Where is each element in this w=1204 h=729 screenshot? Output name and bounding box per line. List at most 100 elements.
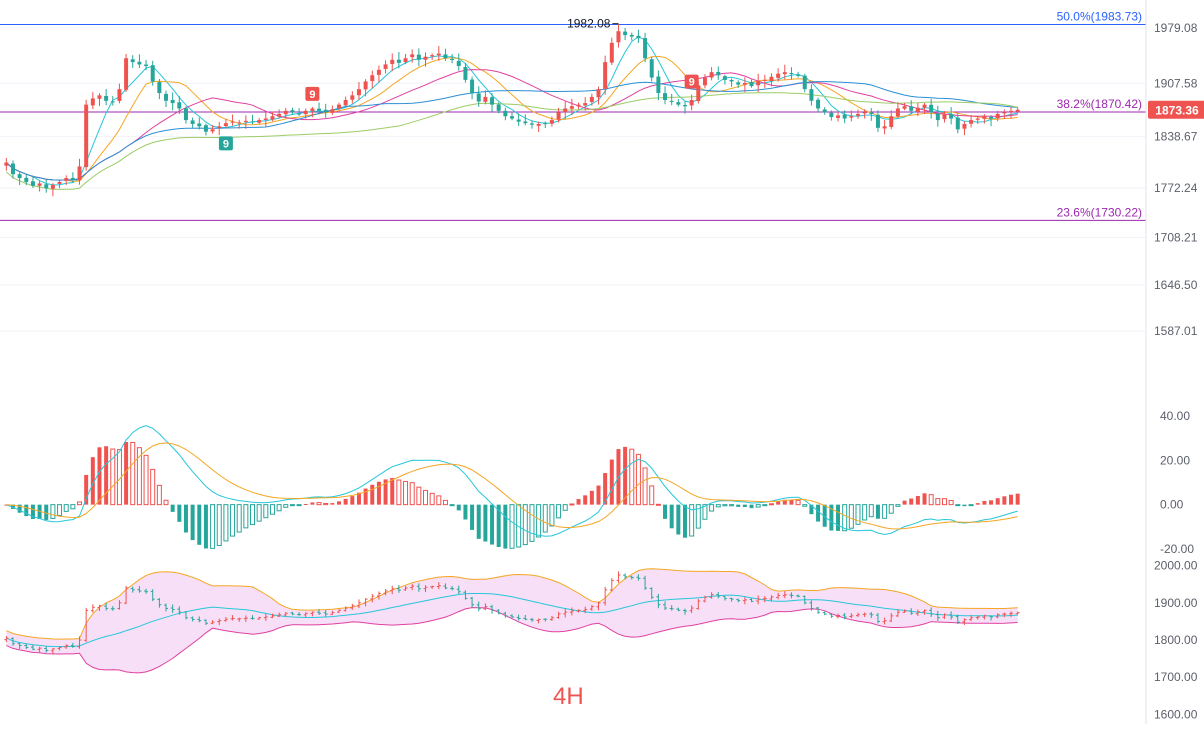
boll-y-tick-label: 1600.00	[1154, 707, 1198, 721]
macd-histogram-bar	[655, 503, 661, 506]
candle-body	[456, 60, 461, 66]
macd-histogram-bar	[822, 504, 827, 527]
last-price-label: 1873.36	[1155, 103, 1199, 117]
fib-level-label: 50.0%(1983.73)	[1057, 9, 1142, 23]
boll-y-tick-label: 2000.00	[1154, 559, 1198, 573]
boll-band-fill	[6, 568, 1018, 673]
candle-body	[736, 82, 741, 85]
macd-histogram-bar	[609, 459, 614, 505]
candle-body	[24, 177, 29, 182]
macd-histogram-bar	[143, 454, 149, 506]
candle-body	[197, 123, 202, 127]
macd-histogram-bar	[715, 504, 721, 508]
macd-histogram-bar	[323, 502, 329, 506]
macd-histogram-bar	[30, 504, 35, 519]
macd-histogram-bar	[989, 500, 994, 505]
candle-body	[77, 166, 82, 181]
candle-body	[124, 58, 129, 90]
candle-body	[270, 116, 275, 120]
candle-body	[290, 110, 295, 113]
candle-body	[816, 99, 821, 109]
macd-histogram-bar	[842, 504, 848, 532]
candle-body	[702, 77, 707, 86]
candle-body	[330, 109, 335, 113]
macd-histogram-bar	[975, 503, 980, 505]
candle-body	[476, 93, 481, 102]
macd-histogram-bar	[396, 479, 402, 506]
moving-average-layer	[5, 36, 1018, 190]
macd-histogram-bar	[243, 504, 249, 529]
macd-histogram-bar	[583, 495, 588, 505]
candle-body	[549, 120, 554, 124]
macd-histogram-bar	[909, 498, 914, 505]
macd-histogram-bar	[403, 480, 409, 506]
candle-body	[789, 72, 794, 74]
candle-body	[416, 54, 421, 60]
candle-body	[90, 98, 95, 106]
candle-body	[403, 58, 408, 63]
candle-body	[709, 72, 714, 78]
macd-dea-line	[6, 442, 1018, 530]
candle-body	[716, 71, 721, 76]
candle-body	[496, 104, 501, 111]
candle-body	[603, 62, 608, 89]
candle-body	[682, 104, 687, 107]
candle-body	[1015, 109, 1020, 112]
macd-histogram-bar	[490, 504, 495, 545]
macd-histogram-bar	[562, 504, 568, 511]
macd-histogram-bar	[223, 504, 229, 542]
macd-histogram-bar	[676, 504, 681, 535]
macd-histogram-bar	[370, 484, 375, 505]
macd-histogram-bar	[436, 495, 442, 506]
candle-body	[230, 121, 235, 123]
macd-histogram-bar	[596, 485, 601, 505]
macd-histogram-bar	[24, 504, 29, 517]
candle-body	[556, 112, 561, 120]
macd-histogram-bar	[124, 441, 129, 505]
candle-body	[50, 185, 55, 189]
candle-body	[855, 113, 860, 116]
macd-histogram-bar	[496, 504, 501, 547]
macd-histogram-bar	[882, 504, 888, 519]
candle-body	[483, 96, 488, 102]
macd-histogram-bar	[44, 504, 49, 520]
candle-body	[689, 99, 694, 106]
candle-body	[889, 116, 894, 127]
macd-histogram-bar	[736, 504, 741, 507]
macd-histogram-bar	[649, 485, 655, 506]
candle-body	[516, 119, 521, 122]
candle-body	[350, 95, 355, 100]
candle-body	[503, 110, 508, 117]
macd-histogram-bar	[768, 503, 774, 506]
candle-body	[1002, 112, 1007, 114]
candle-body	[882, 126, 887, 129]
macd-histogram-bar	[97, 447, 102, 505]
macd-histogram-bar	[77, 501, 83, 506]
candle-body	[782, 72, 787, 75]
candle-body	[430, 55, 435, 57]
candle-body	[157, 81, 162, 94]
macd-histogram-bar	[868, 504, 874, 518]
macd-histogram-bar	[70, 504, 76, 510]
candle-body	[822, 109, 827, 113]
candle-body	[70, 177, 75, 180]
candle-body	[523, 121, 528, 124]
main-y-tick-label: 1979.08	[1154, 21, 1198, 35]
ma-60-line	[5, 92, 1018, 190]
macd-histogram-bar	[383, 479, 388, 505]
candle-body	[383, 64, 388, 69]
macd-histogram-bar	[862, 504, 868, 521]
candle-body	[696, 85, 701, 102]
macd-histogram-bar	[269, 504, 275, 515]
candle-body	[609, 42, 614, 63]
fib-level-label: 23.6%(1730.22)	[1057, 205, 1142, 219]
macd-histogram-bar	[749, 504, 754, 509]
macd-histogram-bar	[316, 502, 322, 506]
macd-histogram-bar	[836, 504, 841, 531]
timeframe-label: 4H	[553, 683, 584, 710]
candle-body	[97, 95, 102, 99]
candle-body	[909, 106, 914, 111]
candle-body	[243, 120, 248, 122]
macd-y-tick-label: 40.00	[1160, 409, 1190, 423]
